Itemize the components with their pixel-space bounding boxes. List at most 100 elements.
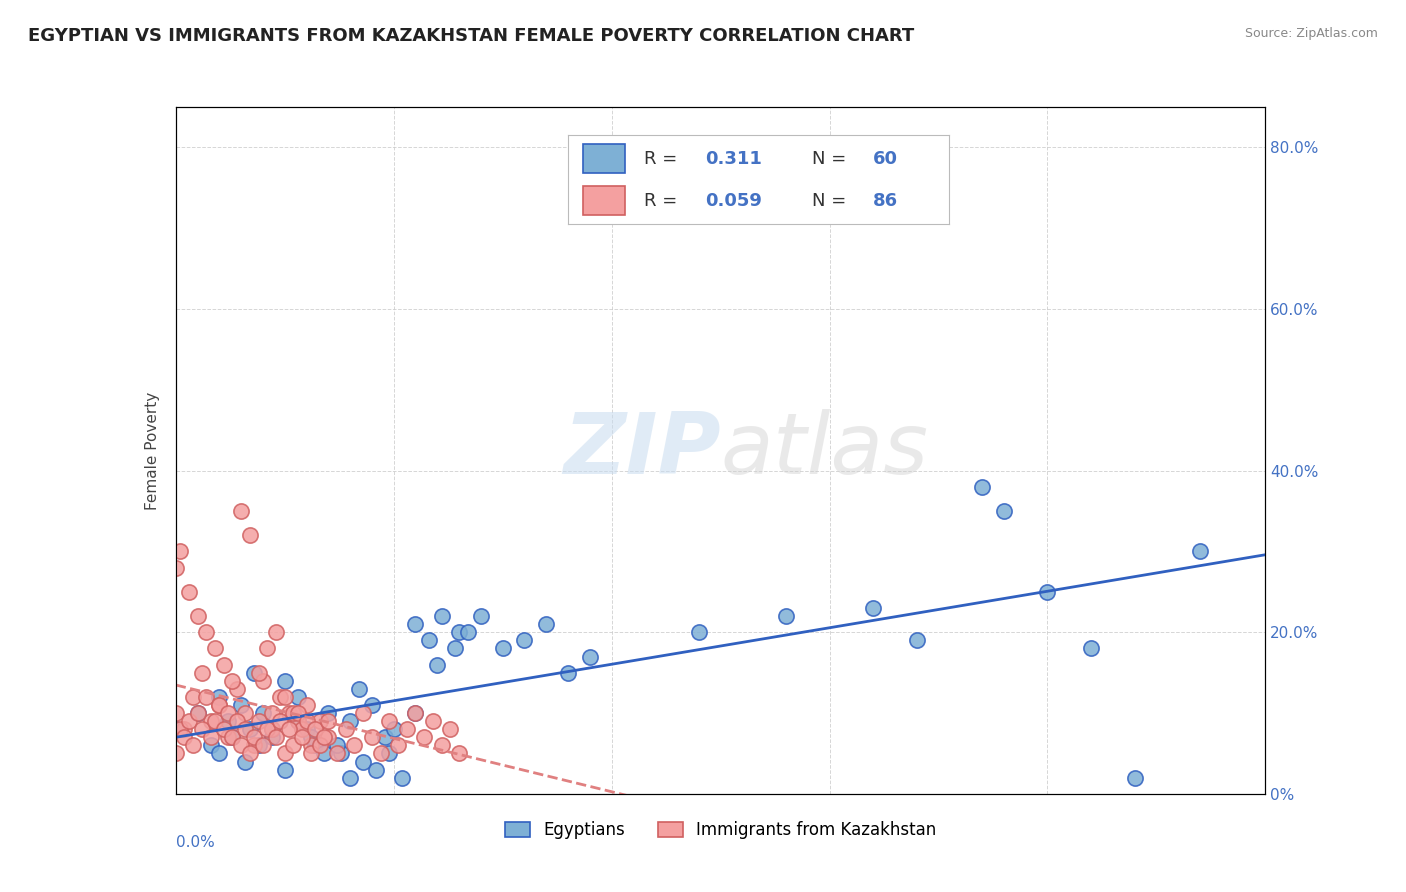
Point	[299, 731, 322, 745]
Text: EGYPTIAN VS IMMIGRANTS FROM KAZAKHSTAN FEMALE POVERTY CORRELATION CHART: EGYPTIAN VS IMMIGRANTS FROM KAZAKHSTAN F…	[28, 27, 914, 45]
Point	[208, 747, 231, 761]
Point	[291, 731, 314, 745]
Point	[200, 731, 222, 745]
Point	[204, 714, 226, 728]
Point	[191, 665, 214, 680]
Point	[905, 633, 928, 648]
Point	[274, 690, 297, 704]
Point	[343, 739, 366, 753]
Point	[264, 625, 287, 640]
Point	[295, 698, 318, 712]
Point	[1189, 544, 1212, 558]
Point	[173, 731, 195, 745]
Point	[470, 609, 492, 624]
Point	[688, 625, 710, 640]
Point	[426, 657, 449, 672]
Legend: Egyptians, Immigrants from Kazakhstan: Egyptians, Immigrants from Kazakhstan	[496, 813, 945, 847]
Point	[165, 706, 187, 720]
Y-axis label: Female Poverty: Female Poverty	[145, 392, 160, 509]
Point	[405, 706, 427, 720]
Point	[231, 739, 253, 753]
Point	[405, 617, 427, 632]
Point	[260, 723, 283, 737]
Point	[1036, 585, 1059, 599]
Point	[1123, 771, 1146, 785]
Point	[330, 747, 353, 761]
Point	[308, 739, 330, 753]
Point	[181, 739, 204, 753]
Point	[360, 731, 382, 745]
Point	[304, 723, 326, 737]
Point	[283, 706, 305, 720]
Point	[291, 723, 314, 737]
Point	[295, 723, 318, 737]
Point	[287, 714, 309, 728]
Point	[862, 601, 884, 615]
Point	[1080, 641, 1102, 656]
Point	[239, 723, 262, 737]
Point	[173, 723, 195, 737]
Point	[252, 706, 274, 720]
Point	[243, 731, 266, 745]
Point	[252, 673, 274, 688]
Point	[235, 706, 257, 720]
Point	[405, 706, 427, 720]
Point	[221, 731, 243, 745]
Point	[274, 763, 297, 777]
Text: 0.0%: 0.0%	[176, 835, 215, 850]
Point	[335, 723, 357, 737]
Point	[191, 723, 214, 737]
Point	[256, 641, 278, 656]
Point	[534, 617, 557, 632]
Point	[326, 747, 349, 761]
Point	[204, 641, 226, 656]
Point	[260, 706, 283, 720]
Point	[269, 714, 291, 728]
Point	[165, 723, 187, 737]
Point	[239, 528, 262, 542]
Point	[295, 714, 318, 728]
Point	[247, 714, 270, 728]
Point	[177, 585, 200, 599]
Point	[413, 731, 436, 745]
Point	[299, 747, 322, 761]
Point	[186, 706, 209, 720]
Point	[235, 723, 257, 737]
Point	[252, 739, 274, 753]
Point	[287, 690, 309, 704]
Point	[247, 739, 270, 753]
Point	[225, 681, 247, 696]
Point	[374, 731, 396, 745]
Point	[370, 747, 392, 761]
Point	[339, 771, 361, 785]
Point	[177, 714, 200, 728]
Point	[260, 731, 283, 745]
Point	[243, 665, 266, 680]
Point	[165, 560, 187, 574]
Point	[378, 747, 401, 761]
Point	[352, 755, 374, 769]
Point	[260, 723, 283, 737]
Point	[212, 657, 235, 672]
Point	[304, 739, 326, 753]
Point	[208, 698, 231, 712]
Point	[217, 731, 239, 745]
Point	[221, 731, 243, 745]
Point	[492, 641, 515, 656]
Point	[366, 763, 388, 777]
Point	[256, 723, 278, 737]
Point	[970, 480, 993, 494]
Point	[993, 504, 1015, 518]
Point	[195, 690, 218, 704]
Point	[283, 739, 305, 753]
Point	[312, 747, 335, 761]
Text: Source: ZipAtlas.com: Source: ZipAtlas.com	[1244, 27, 1378, 40]
Point	[247, 665, 270, 680]
Point	[775, 609, 797, 624]
Point	[579, 649, 602, 664]
Point	[422, 714, 444, 728]
Point	[243, 739, 266, 753]
Point	[513, 633, 536, 648]
Point	[195, 625, 218, 640]
Point	[165, 747, 187, 761]
